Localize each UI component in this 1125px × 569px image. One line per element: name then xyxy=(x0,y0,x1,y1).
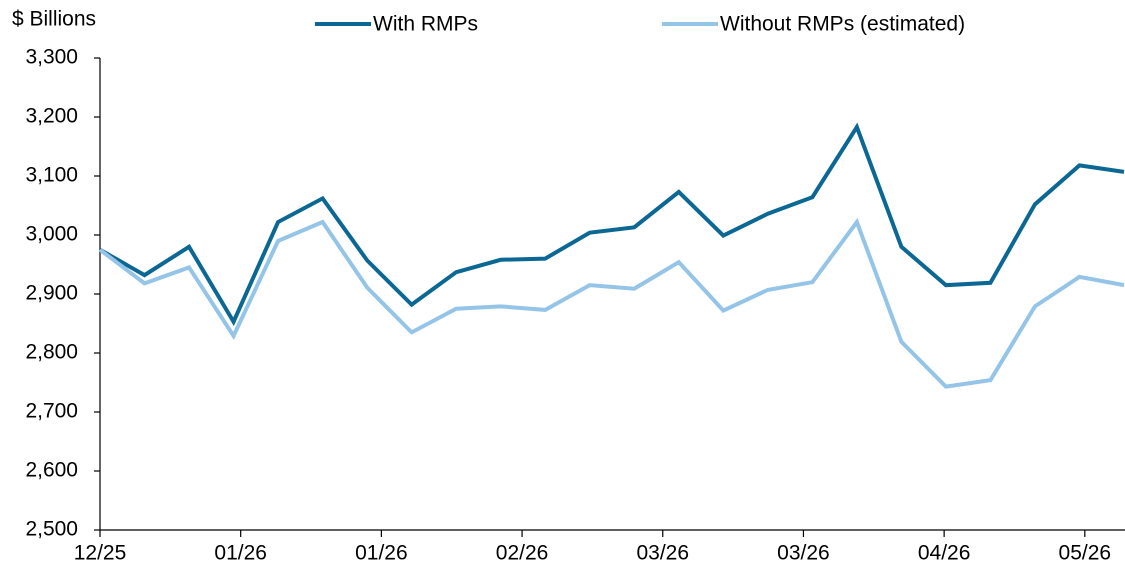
x-tick-label: 01/26 xyxy=(355,542,408,565)
y-tick-label: 2,900 xyxy=(25,282,78,305)
y-tick-label: 3,100 xyxy=(25,164,78,187)
x-tick-label: 04/26 xyxy=(918,542,971,565)
series-line xyxy=(99,122,1125,327)
y-tick-label: 2,800 xyxy=(25,341,78,364)
series-line xyxy=(98,217,1125,389)
y-tick-label: 3,300 xyxy=(25,46,78,69)
y-tick-label: 2,500 xyxy=(25,518,78,541)
y-tick-label: 2,700 xyxy=(25,400,78,423)
y-tick-label: 3,000 xyxy=(25,223,78,246)
x-tick-label: 03/26 xyxy=(777,542,830,565)
x-tick-label: 12/25 xyxy=(74,542,127,565)
x-tick-label: 01/26 xyxy=(214,542,267,565)
y-tick-label: 3,200 xyxy=(25,105,78,128)
legend-label: Without RMPs (estimated) xyxy=(720,13,965,36)
x-tick-label: 02/26 xyxy=(496,542,549,565)
legend-label: With RMPs xyxy=(373,13,478,36)
x-tick-label: 05/26 xyxy=(1059,542,1112,565)
x-tick-label: 03/26 xyxy=(636,542,689,565)
y-tick-label: 2,600 xyxy=(25,459,78,482)
y-axis-label: $ Billions xyxy=(12,8,96,31)
